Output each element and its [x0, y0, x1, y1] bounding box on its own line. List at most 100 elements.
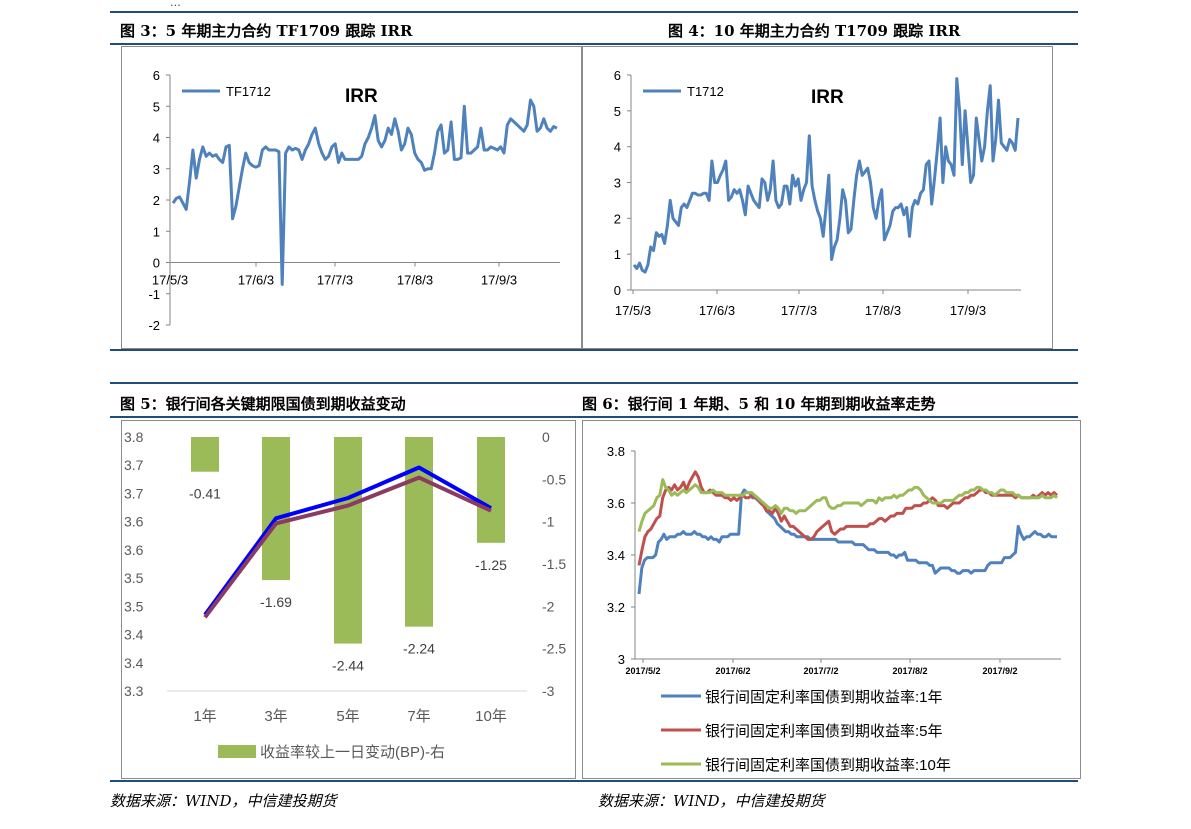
x-tick-label: 2017/7/2 — [803, 666, 838, 676]
left-tick-label: 3.4 — [124, 627, 144, 643]
y-tick-label: 3 — [614, 176, 621, 191]
right-tick-label: -2 — [542, 598, 555, 614]
fig5-title: 图 5：银行间各关键期限国债到期收益变动 — [120, 395, 406, 413]
bottom-rule — [110, 780, 1078, 782]
annotation-irr: IRR — [345, 86, 378, 107]
y-tick-label: 6 — [614, 68, 621, 83]
left-tick-label: 3.7 — [124, 485, 144, 501]
annotation-irr: IRR — [811, 87, 844, 108]
legend-label-2: 银行间固定利率国债到期收益率:10年 — [705, 757, 951, 774]
right-tick-label: -1 — [542, 514, 555, 530]
bar-label: -0.41 — [189, 486, 221, 502]
fig4-chart: 6 5 4 3 2 1 0 17/5/3 17/6/3 17/7/3 17/8/3 17/9/3 T17… — [614, 68, 1021, 318]
fig3-frame: 6 5 4 3 2 1 0 -1 -2 17/5/3 17/6/3 17/7/3 17/8/3 17/9/… — [121, 46, 582, 349]
category-label: 7年 — [407, 708, 430, 725]
y-tick-label: 6 — [153, 68, 160, 83]
bar-10年 — [477, 437, 505, 543]
y-tick-label: 5 — [153, 99, 160, 114]
x-tick-label: 2017/9/2 — [982, 666, 1017, 676]
legend-label: TF1712 — [226, 84, 271, 99]
fig4-title: 图 4：10 年期主力合约 T1709 跟踪 IRR — [668, 22, 961, 40]
y-tick-label: 3.8 — [607, 444, 625, 459]
source-left: 数据来源：WIND，中信建投期货 — [110, 792, 337, 810]
yield-series-1 — [637, 470, 1058, 566]
x-tick-label: 2017/8/2 — [892, 666, 927, 676]
y-tick-label: 3.2 — [607, 600, 625, 615]
legend-label-0: 银行间固定利率国债到期收益率:1年 — [705, 689, 943, 706]
yield-line-0 — [203, 465, 492, 616]
y-tick-label: -1 — [148, 287, 160, 302]
x-tick-label: 17/9/3 — [481, 273, 517, 288]
legend-label: T1712 — [687, 84, 724, 99]
left-tick-label: 3.7 — [124, 457, 144, 473]
left-tick-label: 3.4 — [124, 655, 144, 671]
bar-7年 — [405, 437, 433, 627]
y-tick-label: 0 — [614, 283, 621, 298]
x-tick-label: 17/8/3 — [397, 273, 433, 288]
x-tick-label: 17/9/3 — [950, 303, 986, 318]
yield-series-2 — [637, 478, 1058, 533]
left-tick-label: 3.6 — [124, 514, 144, 530]
y-tick-label: 0 — [153, 256, 160, 271]
y-tick-label: 2 — [153, 193, 160, 208]
y-tick-label: 4 — [153, 131, 160, 146]
bar-label: -2.44 — [332, 658, 364, 674]
mid-rule-1 — [110, 349, 1078, 351]
left-tick-label: 3.3 — [124, 683, 144, 699]
series-line-T1712 — [632, 77, 1020, 274]
right-tick-label: 0 — [542, 429, 550, 445]
series-line-TF1712 — [171, 98, 558, 286]
fig3-chart: 6 5 4 3 2 1 0 -1 -2 17/5/3 17/6/3 17/7/3 17/8/3 17/9/… — [148, 68, 560, 333]
x-tick-label: 17/8/3 — [865, 303, 901, 318]
left-tick-label: 3.5 — [124, 598, 144, 614]
x-tick-label: 17/7/3 — [781, 303, 817, 318]
x-tick-label: 17/6/3 — [699, 303, 735, 318]
fig3-title: 图 3：5 年期主力合约 TF1709 跟踪 IRR — [120, 22, 413, 40]
mid-rule-2 — [110, 382, 1078, 384]
fig5-frame: 3.8 3.7 3.7 3.6 3.6 3.5 3.5 3.4 3.4 3.3 0 -0.5 -1 -1.… — [121, 420, 576, 779]
left-tick-label: 3.6 — [124, 542, 144, 558]
fig6-frame: 3.8 3.6 3.4 3.2 3 2017/5/2 2017/6/2 2017/7/2 201… — [582, 420, 1081, 779]
legend-swatch-bar — [218, 745, 256, 758]
y-tick-label: -2 — [148, 318, 160, 333]
y-tick-label: 4 — [614, 140, 621, 155]
right-tick-label: -2.5 — [542, 641, 566, 657]
x-tick-label: 17/7/3 — [317, 273, 353, 288]
fig6-title: 图 6：银行间 1 年期、5 和 10 年期到期收益率走势 — [582, 395, 936, 413]
x-tick-label: 17/6/3 — [238, 273, 274, 288]
x-tick-label: 17/5/3 — [615, 303, 651, 318]
bar-3年 — [262, 437, 290, 581]
right-tick-label: -0.5 — [542, 471, 566, 487]
y-tick-label: 5 — [614, 104, 621, 119]
right-tick-label: -3 — [542, 683, 555, 699]
yield-line-1 — [203, 475, 492, 619]
top-rule — [110, 11, 1078, 13]
y-tick-label: 3.4 — [607, 548, 625, 563]
bar-label: -1.25 — [475, 557, 507, 573]
source-right: 数据来源：WIND，中信建投期货 — [598, 792, 825, 810]
fig5-chart: 3.8 3.7 3.7 3.6 3.6 3.5 3.5 3.4 3.4 3.3 0 -0.5 -1 -1.… — [124, 429, 566, 761]
category-label: 3年 — [264, 708, 287, 725]
y-tick-label: 3.6 — [607, 496, 625, 511]
y-tick-label: 3 — [153, 162, 160, 177]
left-tick-label: 3.5 — [124, 570, 144, 586]
category-label: 1年 — [193, 708, 216, 725]
bar-5年 — [334, 437, 362, 644]
y-tick-label: 2 — [614, 211, 621, 226]
top-fragment: ... — [170, 0, 181, 9]
bar-label: -1.69 — [260, 594, 292, 610]
category-label: 5年 — [336, 708, 359, 725]
right-tick-label: -1.5 — [542, 556, 566, 572]
x-tick-label: 2017/6/2 — [715, 666, 750, 676]
yield-series-0 — [637, 488, 1057, 595]
y-tick-label: 1 — [614, 247, 621, 262]
x-tick-label: 2017/5/2 — [625, 666, 660, 676]
legend-label-bar: 收益率较上一日变动(BP)-右 — [260, 743, 445, 761]
bar-label: -2.24 — [403, 641, 435, 657]
y-tick-label: 3 — [618, 652, 625, 667]
fig4-frame: 6 5 4 3 2 1 0 17/5/3 17/6/3 17/7/3 17/8/3 17/9/3 T17… — [582, 46, 1053, 349]
legend-label-1: 银行间固定利率国债到期收益率:5年 — [705, 723, 943, 740]
y-tick-label: 1 — [153, 224, 160, 239]
top-title-rule — [110, 43, 1078, 45]
